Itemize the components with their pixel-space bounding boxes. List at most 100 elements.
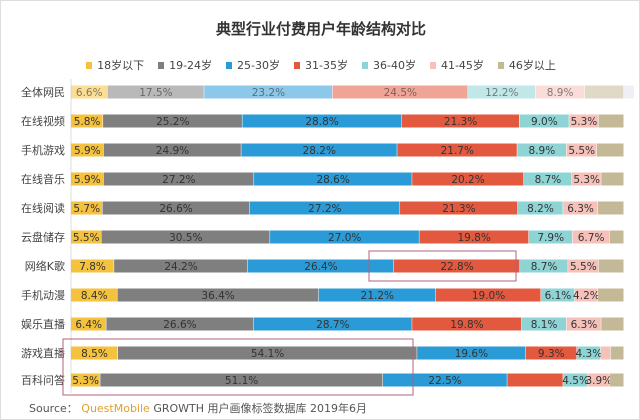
bar-segment <box>332 85 468 99</box>
bar-segment <box>71 143 104 157</box>
bar-segment <box>71 259 114 273</box>
data-label: 24.5% <box>384 87 417 99</box>
data-label: 24.9% <box>156 145 189 157</box>
bar-segment <box>100 373 383 387</box>
bar-segment <box>600 346 611 360</box>
data-label: 8.4% <box>81 290 108 302</box>
legend-item: 41-45岁 <box>429 57 484 73</box>
legend-item: 36-40岁 <box>361 57 416 73</box>
data-label: 8.1% <box>531 319 558 331</box>
bar-segment <box>71 373 100 387</box>
bar-segment <box>520 259 568 273</box>
bar-segment <box>598 259 624 273</box>
bar-segment <box>101 230 270 244</box>
data-label: 22.8% <box>440 261 473 273</box>
data-label: 21.3% <box>442 203 475 215</box>
data-label: 5.5% <box>73 232 100 244</box>
legend-swatch <box>294 61 301 69</box>
data-label: 6.3% <box>567 203 594 215</box>
bar-segment <box>468 85 536 99</box>
bar-segment <box>71 317 106 331</box>
legend-item: 18岁以下 <box>86 57 144 73</box>
bar-segment <box>576 346 601 360</box>
legend-label: 19-24岁 <box>169 59 213 72</box>
data-label: 9.3% <box>538 348 565 360</box>
legend-item: 25-30岁 <box>226 57 280 73</box>
data-label: 21.2% <box>361 290 394 302</box>
category-label: 百科问答 <box>21 373 65 387</box>
source-prefix: Source： <box>29 402 78 415</box>
bar-segment <box>507 373 563 387</box>
legend-label: 41-45岁 <box>440 59 484 72</box>
bar-segment <box>71 172 104 186</box>
category-label: 在线视频 <box>21 114 65 128</box>
bar-segment <box>249 201 400 215</box>
data-label: 28.8% <box>305 116 338 128</box>
chart-title: 典型行业付费用户年龄结构对比 <box>215 20 426 38</box>
bar-segment <box>566 317 601 331</box>
bar-segment <box>541 288 575 302</box>
bar-segment <box>393 259 520 273</box>
bar-segment <box>253 317 412 331</box>
bar-segment <box>117 288 319 302</box>
bar-segment <box>401 114 519 128</box>
highlight-box <box>368 250 517 282</box>
bar-segment <box>435 288 541 302</box>
legend-swatch <box>497 61 504 69</box>
data-label: 36.4% <box>201 290 234 302</box>
bar-tail <box>624 85 634 99</box>
source-text: GROWTH 用户画像标签数据库 2019年6月 <box>153 402 367 415</box>
data-label: 4.5% <box>562 375 589 387</box>
bar-segment <box>71 230 101 244</box>
data-label: 26.4% <box>304 261 337 273</box>
data-label: 28.6% <box>316 174 349 186</box>
bar-segment <box>519 114 569 128</box>
data-label: 28.2% <box>303 145 336 157</box>
legend: 18岁以下 19-24岁 25-30岁 31-35岁 36-40岁 41-45岁 46岁以上 <box>1 57 639 73</box>
data-label: 19.6% <box>455 348 488 360</box>
data-label: 28.7% <box>316 319 349 331</box>
category-label: 云盘储存 <box>21 230 65 244</box>
bar-segment <box>417 346 526 360</box>
data-label: 27.0% <box>328 232 361 244</box>
bar-segment <box>103 114 242 128</box>
data-label: 8.5% <box>81 348 108 360</box>
legend-label: 25-30岁 <box>237 59 281 72</box>
data-label: 8.9% <box>529 145 556 157</box>
data-label: 54.1% <box>251 348 284 360</box>
data-label: 20.2% <box>451 174 484 186</box>
data-label: 5.9% <box>74 174 101 186</box>
legend-swatch <box>86 61 93 69</box>
data-label: 5.7% <box>73 203 100 215</box>
data-label: 6.1% <box>545 290 572 302</box>
data-label: 22.5% <box>428 375 461 387</box>
bar-segment <box>609 230 624 244</box>
category-label: 娱乐直播 <box>21 317 65 331</box>
bar-segment <box>254 172 412 186</box>
bar-segment <box>563 373 588 387</box>
data-label: 17.5% <box>139 87 172 99</box>
bar-segment <box>107 85 204 99</box>
data-label: 6.7% <box>578 232 605 244</box>
data-label: 7.8% <box>79 261 106 273</box>
bar-segment <box>601 317 624 331</box>
data-label: 19.8% <box>450 319 483 331</box>
bar-segment <box>71 201 103 215</box>
category-label: 网络K歌 <box>25 259 65 273</box>
bar-segment <box>241 143 397 157</box>
bar-segment <box>568 259 599 273</box>
data-label: 8.7% <box>531 261 558 273</box>
data-label: 5.3% <box>573 174 600 186</box>
bar-segment <box>102 201 250 215</box>
data-label: 5.5% <box>568 145 595 157</box>
bar-segment <box>204 85 333 99</box>
bar-segment <box>419 230 529 244</box>
bar-segment <box>103 172 254 186</box>
data-label: 3.9% <box>585 375 612 387</box>
data-label: 4.2% <box>573 290 600 302</box>
bar-segment <box>517 143 566 157</box>
bar-segment <box>71 288 117 302</box>
bar-segment <box>118 346 417 360</box>
bar-segment <box>569 114 599 128</box>
